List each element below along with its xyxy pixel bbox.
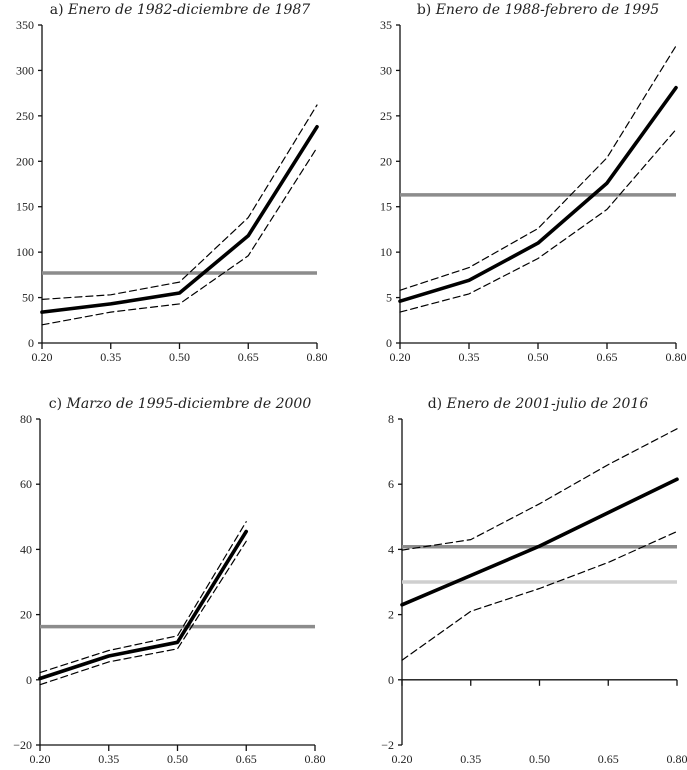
y-tick-label: 80 — [20, 412, 32, 426]
series-band-line — [41, 147, 318, 326]
y-tick-label: 0 — [386, 336, 392, 350]
y-tick-label: 35 — [380, 18, 392, 32]
series-band-line — [39, 540, 247, 686]
x-tick-label: 0.80 — [666, 350, 687, 364]
x-tick-label: 0.20 — [392, 752, 413, 766]
series-estimate-line — [40, 125, 319, 314]
panel-title-prefix: c) — [49, 396, 67, 412]
x-tick-label: 0.50 — [529, 752, 550, 766]
series-band-line — [401, 428, 678, 551]
x-tick-label: 0.20 — [30, 752, 51, 766]
y-tick-label: 300 — [16, 63, 34, 77]
y-tick-label: 4 — [388, 542, 394, 556]
x-tick-label: 0.65 — [598, 752, 619, 766]
series-estimate-line — [400, 477, 679, 607]
y-tick-label: 40 — [20, 542, 32, 556]
panel-b: b) Enero de 1988-febrero de 1995 0 5 10 15 20… — [380, 2, 687, 364]
series-estimate-line — [38, 529, 248, 681]
panel-title-prefix: a) — [50, 2, 68, 18]
x-tick-label: 0.35 — [100, 350, 121, 364]
panel-c: c) Marzo de 1995-diciembre de 2000 −20 0 20… — [13, 396, 325, 766]
y-tick-label: 0 — [26, 673, 32, 687]
y-tick-label: 8 — [388, 412, 394, 426]
y-tick-label: 2 — [388, 608, 394, 622]
series-band-line — [39, 521, 247, 674]
panel-a: a) Enero de 1982-diciembre de 1987 0 50 100… — [16, 2, 328, 364]
y-tick-label: 20 — [380, 154, 392, 168]
y-tick-label: −20 — [13, 738, 32, 752]
series-band-line — [41, 104, 318, 300]
panel-title: a) Enero de 1982-diciembre de 1987 — [50, 2, 311, 18]
series-band-line — [399, 128, 677, 313]
x-tick-label: 0.35 — [460, 752, 481, 766]
panel-title-period: Enero de 1988-febrero de 1995 — [435, 2, 660, 18]
y-tick-label: 50 — [22, 291, 34, 305]
panel-title: b) Enero de 1988-febrero de 1995 — [417, 2, 659, 18]
y-tick-label: 6 — [388, 477, 394, 491]
x-tick-label: 0.20 — [390, 350, 411, 364]
x-tick-label: 0.35 — [98, 752, 119, 766]
panel-title-period: Enero de 1982-diciembre de 1987 — [67, 2, 310, 18]
x-tick-label: 0.65 — [236, 752, 257, 766]
x-tick-label: 0.65 — [597, 350, 618, 364]
x-tick-label: 0.35 — [459, 350, 480, 364]
y-tick-label: −2 — [381, 738, 394, 752]
panel-title-period: Enero de 2001-julio de 2016 — [446, 396, 649, 412]
y-tick-label: 100 — [16, 245, 34, 259]
x-tick-label: 0.50 — [167, 752, 188, 766]
y-tick-label: 25 — [380, 109, 392, 123]
y-tick-label: 10 — [380, 245, 392, 259]
y-tick-label: 15 — [380, 200, 392, 214]
y-tick-label: 150 — [16, 200, 34, 214]
x-tick-label: 0.50 — [528, 350, 549, 364]
panel-d: d) Enero de 2001-julio de 2016 −2 0 2 4 6 8 0.2… — [381, 396, 687, 766]
series-band-line — [401, 530, 678, 661]
panel-title-period: Marzo de 1995-diciembre de 2000 — [66, 396, 312, 412]
y-tick-label: 350 — [16, 18, 34, 32]
x-tick-label: 0.80 — [667, 752, 687, 766]
panel-title: c) Marzo de 1995-diciembre de 2000 — [49, 396, 312, 412]
x-tick-label: 0.80 — [307, 350, 328, 364]
x-tick-label: 0.80 — [305, 752, 326, 766]
y-tick-label: 0 — [28, 336, 34, 350]
series-estimate-line — [398, 85, 678, 304]
y-tick-label: 60 — [20, 477, 32, 491]
x-tick-label: 0.20 — [32, 350, 53, 364]
panel-title-prefix: b) — [417, 2, 436, 18]
panel-title-prefix: d) — [428, 396, 447, 412]
y-tick-label: 200 — [16, 154, 34, 168]
y-tick-label: 20 — [20, 608, 32, 622]
y-tick-label: 250 — [16, 109, 34, 123]
x-tick-label: 0.65 — [238, 350, 259, 364]
x-tick-label: 0.50 — [169, 350, 190, 364]
y-tick-label: 5 — [386, 291, 392, 305]
y-tick-label: 0 — [388, 673, 394, 687]
panel-title: d) Enero de 2001-julio de 2016 — [428, 396, 649, 412]
series-band-line — [399, 45, 677, 291]
y-tick-label: 30 — [380, 63, 392, 77]
